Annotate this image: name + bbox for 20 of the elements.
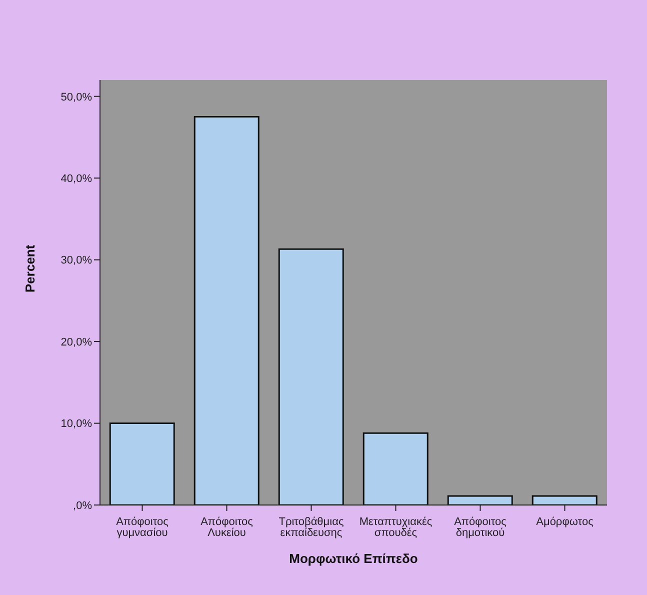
x-tick-label: Αμόρφωτος xyxy=(536,516,594,528)
y-tick-label: 40,0% xyxy=(60,172,92,185)
y-tick-label: 10,0% xyxy=(60,418,92,430)
bar xyxy=(194,116,260,505)
bar xyxy=(109,422,175,505)
x-axis-title: Μορφωτικό Επίπεδο xyxy=(289,551,418,566)
bar xyxy=(447,495,513,505)
x-tick-label: Απόφοιτος Λυκείου xyxy=(200,516,253,539)
y-tick-label: 30,0% xyxy=(60,254,92,267)
x-tick-label: Απόφοιτος δημοτικού xyxy=(454,516,506,539)
y-axis-title: Percent xyxy=(22,244,38,292)
y-tick-label: ,0% xyxy=(73,500,92,512)
bar xyxy=(532,495,598,505)
bar xyxy=(278,248,344,505)
y-tick-label: 20,0% xyxy=(60,336,92,348)
y-tick-label: 50,0% xyxy=(60,91,92,104)
x-tick-label: Μεταπτυχιακές σπουδές xyxy=(359,516,432,539)
x-tick-label: Τριτοβάθμιας εκπαίδευσης xyxy=(278,516,344,539)
bar xyxy=(362,432,428,505)
x-tick-label: Απόφοιτος γυμνασίου xyxy=(116,516,168,539)
